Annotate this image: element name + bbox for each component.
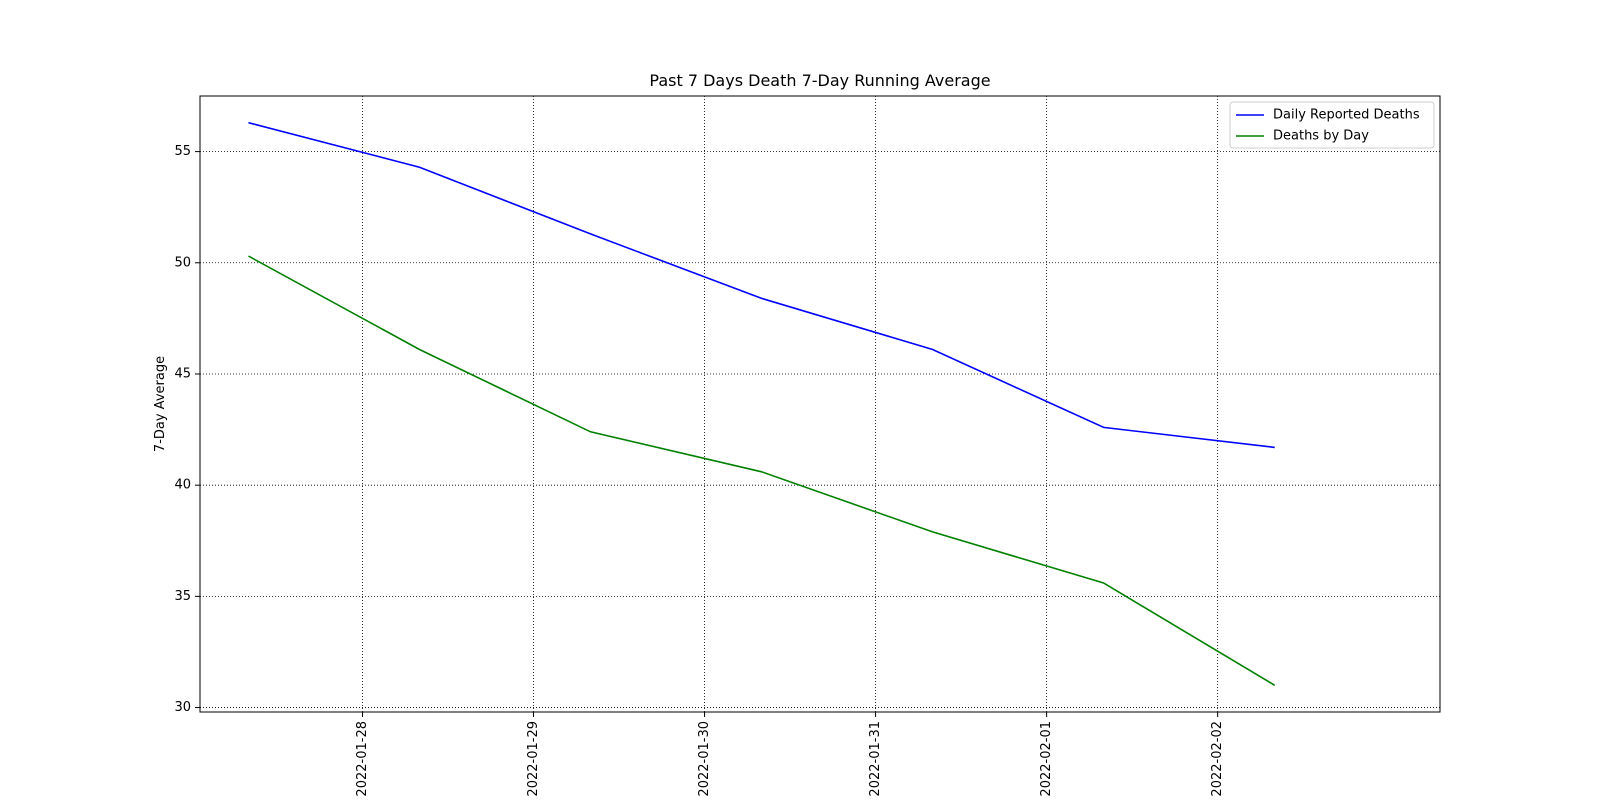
legend-box — [1229, 101, 1435, 149]
axis-ticks: 2022-01-28 2022-01-29 2022-01-30 2022-01-31… — [174, 144, 1225, 796]
y-tick-label: 55 — [174, 144, 191, 159]
grid-lines — [200, 96, 1440, 712]
y-tick-label: 50 — [174, 255, 191, 270]
x-tick-label: 2022-02-01 — [1039, 721, 1054, 797]
plot-series — [248, 121, 1276, 686]
legend-label-1: Daily Reported Deaths — [1273, 108, 1420, 123]
y-tick-label: 40 — [174, 478, 191, 493]
x-tick-label: 2022-01-28 — [355, 721, 370, 797]
series-line-2 — [248, 255, 1276, 686]
chart-title: Past 7 Days Death 7-Day Running Average — [649, 71, 990, 90]
y-tick-label: 30 — [174, 700, 191, 715]
y-tick-label: 45 — [174, 366, 191, 381]
plot-area-frame — [199, 95, 1441, 713]
x-tick-label: 2022-02-02 — [1210, 721, 1225, 797]
x-tick-label: 2022-01-31 — [868, 721, 883, 797]
legend: Daily Reported Deaths Deaths by Day — [1229, 101, 1435, 149]
x-tick-label: 2022-01-29 — [526, 721, 541, 797]
y-axis-label: 7-Day Average — [153, 356, 168, 452]
y-tick-label: 35 — [174, 589, 191, 604]
legend-label-2: Deaths by Day — [1273, 129, 1369, 144]
x-tick-label: 2022-01-30 — [697, 721, 712, 797]
series-line-1 — [248, 121, 1275, 449]
